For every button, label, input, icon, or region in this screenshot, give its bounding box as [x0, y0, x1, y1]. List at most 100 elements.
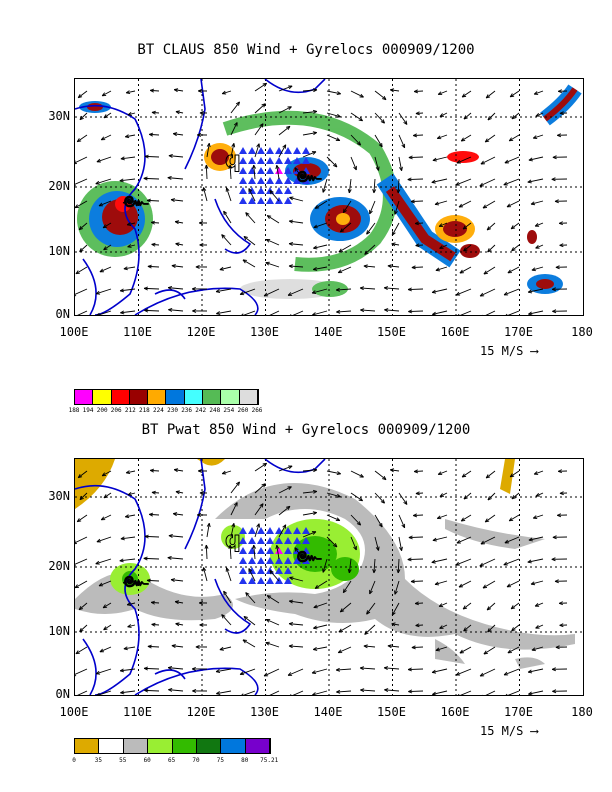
- wind-arrow: [339, 602, 352, 613]
- wind-arrow-head: [99, 268, 104, 273]
- panel1-lon-label: 150E: [377, 325, 406, 339]
- wind-arrow-head: [311, 290, 317, 295]
- wind-arrow: [460, 310, 472, 315]
- wind-arrow-head: [171, 644, 176, 649]
- wind-arrow: [456, 156, 472, 164]
- wind-arrow-head: [342, 588, 347, 594]
- wind-arrow-head: [143, 286, 149, 291]
- panel2-lon-label: 160E: [440, 705, 470, 719]
- gyre-triangle: [266, 547, 274, 554]
- wind-arrow-head: [378, 142, 383, 148]
- wind-arrow: [439, 624, 448, 629]
- wind-arrow-head: [175, 490, 180, 495]
- wind-arrow-head: [559, 243, 564, 248]
- wind-arrow-head: [480, 540, 485, 545]
- wind-arrow: [205, 164, 208, 180]
- wind-arrow: [265, 238, 280, 246]
- wind-arrow: [336, 690, 352, 693]
- wind-arrow-head: [243, 615, 248, 621]
- panel1-lon-label: 180: [571, 325, 593, 339]
- wind-arrow: [413, 134, 424, 137]
- wind-arrow: [390, 89, 400, 92]
- wind-arrow-head: [123, 266, 128, 271]
- wind-arrow-head: [511, 627, 516, 632]
- wind-arrow: [366, 602, 376, 615]
- wind-arrow: [223, 590, 232, 604]
- panel1-lon-label: 100E: [59, 325, 89, 339]
- wind-arrow: [373, 178, 376, 193]
- wind-arrow: [254, 523, 260, 538]
- gyre-triangle: [284, 537, 292, 544]
- wind-arrow-head: [75, 292, 77, 297]
- wind-arrow: [278, 144, 287, 158]
- wind-arrow-head: [202, 187, 207, 192]
- gyre-triangle: [302, 527, 310, 534]
- wind-arrow-head: [285, 125, 291, 131]
- panel1-lat-label: 0N: [55, 307, 70, 321]
- wind-arrow: [313, 646, 328, 650]
- wind-arrow-head: [335, 287, 341, 292]
- gyre-triangle: [248, 157, 256, 164]
- wind-arrow-head: [173, 88, 179, 93]
- wind-arrow: [431, 178, 448, 183]
- wind-arrow-head: [144, 534, 149, 539]
- wind-arrow: [528, 310, 544, 315]
- wind-arrow: [239, 288, 256, 295]
- wind-arrow-head: [535, 112, 540, 117]
- wind-arrow: [503, 558, 520, 566]
- wind-arrow-head: [485, 94, 491, 99]
- gyre-triangle: [239, 567, 247, 574]
- vortex-symbol-icon: ϥ: [225, 148, 241, 173]
- wind-arrow-head: [143, 176, 148, 181]
- wind-arrow: [374, 134, 383, 148]
- gyre-triangle: [248, 577, 256, 584]
- wind-arrow: [411, 200, 424, 203]
- wind-arrow-head: [265, 261, 270, 266]
- wind-arrow-head: [219, 646, 224, 651]
- wind-arrow: [151, 623, 160, 626]
- wind-arrow-head: [124, 514, 130, 519]
- wind-arrow: [254, 123, 264, 136]
- wind-arrow: [384, 689, 400, 692]
- colorbar-swatch: [111, 390, 130, 404]
- wind-arrow: [269, 570, 280, 582]
- wind-arrow-head: [410, 199, 415, 204]
- gyre-triangle: [284, 197, 292, 204]
- wind-arrow: [253, 545, 256, 560]
- wind-arrow-head: [456, 539, 461, 544]
- wind-arrow-head: [455, 561, 460, 566]
- wind-arrow: [144, 155, 160, 158]
- wind-arrow-head: [269, 570, 274, 575]
- wind-arrow: [125, 514, 136, 518]
- wind-arrow: [289, 645, 304, 648]
- wind-arrow: [398, 134, 406, 149]
- wind-arrow: [397, 558, 400, 574]
- wind-arrow: [219, 646, 232, 651]
- wind-arrow-head: [460, 517, 466, 522]
- wind-arrow-head: [534, 223, 540, 227]
- wind-arrow: [278, 505, 291, 516]
- wind-arrow-head: [312, 109, 318, 114]
- wind-arrow-head: [530, 201, 536, 206]
- colorbar-swatch: [245, 739, 271, 753]
- gyre-triangle: [266, 147, 274, 154]
- wind-arrow-head: [552, 689, 557, 694]
- wind-arrow: [350, 536, 357, 551]
- colorbar-tick: 188: [68, 407, 80, 414]
- wind-arrow: [461, 470, 472, 478]
- wind-arrow: [363, 265, 376, 268]
- wind-arrow: [75, 156, 88, 164]
- wind-arrow: [507, 310, 520, 315]
- wind-arrow: [509, 90, 520, 98]
- wind-arrow: [120, 288, 136, 292]
- wind-arrow: [77, 90, 88, 99]
- gyre-triangle: [284, 177, 292, 184]
- wind-arrow-head: [458, 583, 464, 588]
- wind-arrow-head: [339, 228, 345, 233]
- wind-arrow-head: [192, 688, 197, 693]
- wind-arrow: [438, 90, 448, 95]
- colorbar-tick: 75: [216, 757, 224, 764]
- wind-arrow-head: [242, 639, 247, 644]
- wind-arrow: [432, 668, 448, 673]
- wind-arrow: [242, 259, 256, 268]
